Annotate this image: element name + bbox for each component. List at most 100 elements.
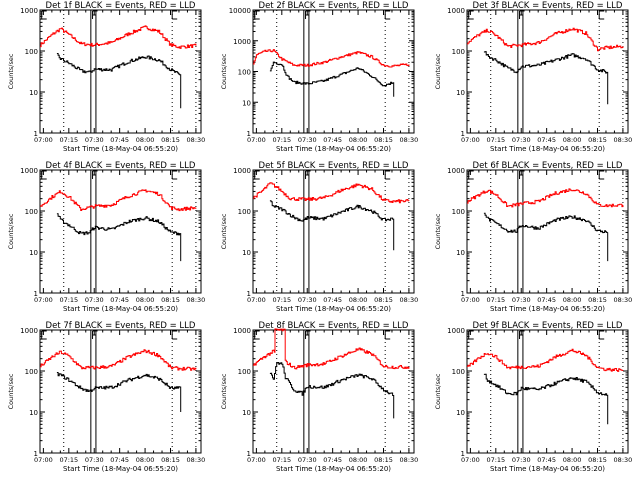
y-axis-label: Counts/sec: [7, 213, 15, 249]
panel-1: Det 1f BLACK = Events, RED = LLD Counts/s…: [7, 1, 205, 153]
x-tick-label: 07:00: [34, 296, 53, 304]
x-tick-label: 08:30: [614, 456, 633, 464]
lld-series-line: [253, 49, 410, 68]
x-tick-label: 08:30: [187, 456, 206, 464]
x-tick-label: 07:00: [34, 136, 53, 144]
panel-title: Det 6f BLACK = Events, RED = LLD: [473, 161, 623, 171]
panel-8: Det 8f BLACK = Events, RED = LLD Counts/s…: [220, 321, 418, 473]
x-tick-label: 07:30: [512, 296, 531, 304]
panel-5: Det 5f BLACK = Events, RED = LLD Counts/s…: [220, 161, 418, 313]
x-tick-label: 07:00: [247, 136, 266, 144]
lld-series-line: [253, 182, 410, 204]
x-tick-label: 07:00: [461, 456, 480, 464]
panel-title: Det 9f BLACK = Events, RED = LLD: [473, 321, 623, 331]
x-axis-label: Start Time (18-May-04 06:55:20): [276, 465, 391, 473]
x-tick-label: 08:30: [187, 296, 206, 304]
marker-f: [519, 10, 525, 19]
y-tick-label: 100: [452, 208, 465, 216]
x-axis-label: Start Time (18-May-04 06:55:20): [63, 145, 178, 153]
plot-frame: [39, 329, 202, 454]
x-tick-label: 07:00: [461, 136, 480, 144]
marker-e: [384, 330, 391, 340]
x-tick-label: 08:15: [374, 136, 393, 144]
x-tick-label: 07:45: [110, 296, 129, 304]
x-tick-label: 07:45: [323, 296, 342, 304]
y-tick-label: 1: [461, 450, 465, 458]
y-tick-label: 1000: [233, 38, 251, 46]
y-tick-label: 10: [242, 409, 251, 417]
plot-frame: [466, 9, 629, 134]
x-tick-label: 08:00: [349, 296, 368, 304]
y-tick-label: 100: [25, 208, 38, 216]
x-tick-label: 08:30: [187, 136, 206, 144]
marker-f: [92, 10, 98, 19]
x-tick-label: 07:00: [461, 296, 480, 304]
events-series-line: [483, 51, 609, 105]
y-tick-label: 10: [242, 249, 251, 257]
y-axis-label: Counts/sec: [7, 53, 15, 89]
x-tick-label: 07:30: [298, 296, 317, 304]
panel-title: Det 3f BLACK = Events, RED = LLD: [473, 1, 623, 11]
x-tick-label: 07:45: [110, 456, 129, 464]
x-tick-label: 08:15: [374, 456, 393, 464]
events-series-line: [56, 53, 182, 109]
marker-e: [598, 10, 605, 20]
y-tick-label: 10000: [229, 7, 251, 15]
x-tick-label: 07:30: [298, 136, 317, 144]
y-tick-label: 1: [34, 290, 38, 298]
y-tick-label: 100: [238, 208, 251, 216]
marker-f: [92, 170, 98, 179]
marker-e: [384, 170, 391, 180]
lld-series-line: [40, 349, 197, 371]
y-tick-label: 100: [452, 368, 465, 376]
plot-frame: [252, 169, 415, 294]
plot-frame: [252, 329, 415, 454]
x-tick-label: 08:30: [614, 136, 633, 144]
events-series-line: [483, 373, 609, 425]
x-tick-label: 07:45: [323, 136, 342, 144]
x-tick-label: 08:15: [374, 296, 393, 304]
x-tick-label: 08:00: [136, 456, 155, 464]
x-tick-label: 07:15: [59, 136, 78, 144]
x-tick-label: 08:15: [161, 456, 180, 464]
x-axis-label: Start Time (18-May-04 06:55:20): [490, 145, 605, 153]
x-tick-label: 07:15: [272, 456, 291, 464]
x-axis-label: Start Time (18-May-04 06:55:20): [63, 465, 178, 473]
x-tick-label: 08:15: [588, 296, 607, 304]
x-tick-label: 08:00: [563, 136, 582, 144]
marker-f: [92, 330, 98, 339]
y-tick-label: 1000: [20, 327, 38, 335]
plot-frame: [466, 169, 629, 294]
y-axis-label: Counts/sec: [434, 373, 442, 409]
x-tick-label: 08:00: [563, 456, 582, 464]
x-tick-label: 08:30: [400, 296, 419, 304]
panel-9: Det 9f BLACK = Events, RED = LLD Counts/s…: [434, 321, 632, 473]
panel-title: Det 5f BLACK = Events, RED = LLD: [259, 161, 409, 171]
y-tick-label: 100: [25, 48, 38, 56]
y-tick-label: 10: [29, 409, 38, 417]
x-axis-label: Start Time (18-May-04 06:55:20): [63, 305, 178, 313]
marker-e: [41, 330, 47, 340]
x-tick-label: 07:15: [272, 296, 291, 304]
y-tick-label: 10: [456, 89, 465, 97]
events-series-line: [269, 61, 395, 97]
marker-e: [254, 10, 260, 20]
marker-e: [41, 10, 47, 20]
panel-2: Det 2f BLACK = Events, RED = LLD Counts/s…: [220, 1, 418, 153]
events-series-line: [269, 200, 395, 251]
marker-e: [41, 170, 47, 180]
marker-f: [519, 330, 525, 339]
plot-frame: [466, 329, 629, 454]
y-tick-label: 1000: [233, 327, 251, 335]
x-tick-label: 08:00: [563, 296, 582, 304]
y-tick-label: 1000: [20, 7, 38, 15]
y-tick-label: 1000: [447, 7, 465, 15]
y-tick-label: 100: [238, 368, 251, 376]
marker-e: [384, 10, 391, 20]
y-axis-label: Counts/sec: [434, 53, 442, 89]
events-series-line: [269, 362, 395, 419]
y-tick-label: 1: [247, 290, 251, 298]
panel-title: Det 1f BLACK = Events, RED = LLD: [46, 1, 196, 11]
x-tick-label: 07:30: [512, 456, 531, 464]
x-tick-label: 07:30: [512, 136, 531, 144]
